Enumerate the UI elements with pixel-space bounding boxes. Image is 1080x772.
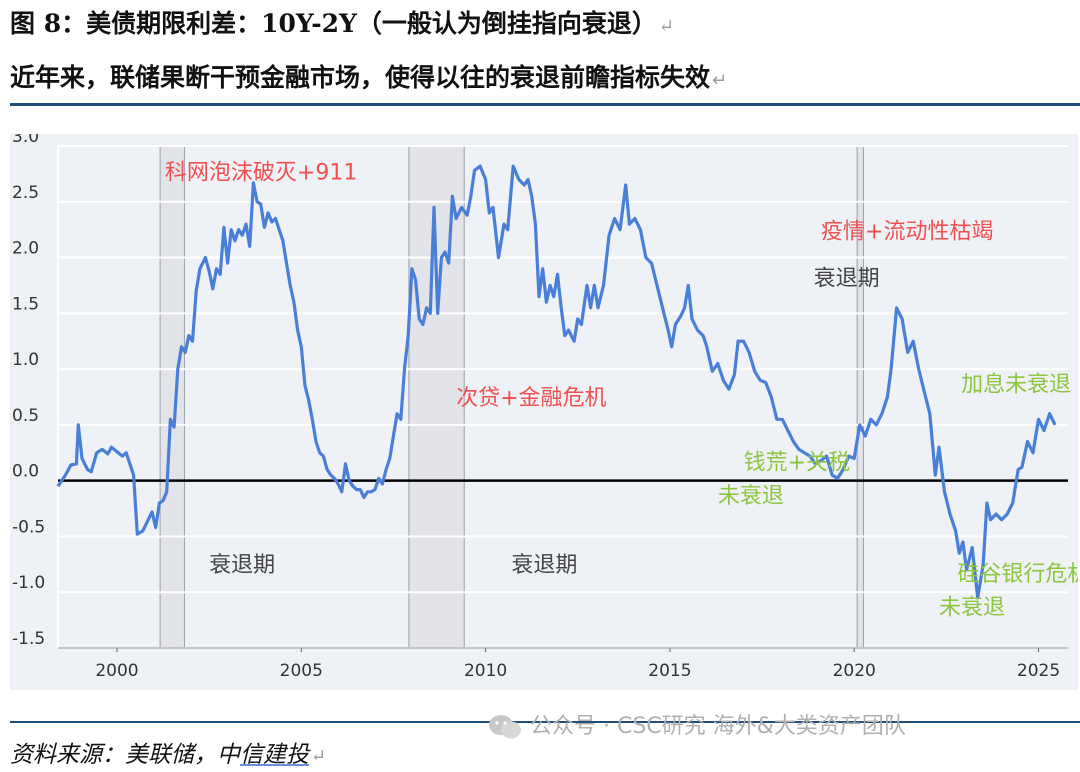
ytick-label: 0.0 [12, 462, 39, 482]
source-text: 资料来源：美联储，中信建投 [10, 742, 309, 768]
ytick-label: 3.0 [12, 134, 39, 147]
annotation-green: 未衰退 [939, 596, 1005, 621]
xtick-label: 2020 [833, 661, 876, 681]
ytick-label: 1.0 [12, 350, 39, 370]
annotation-red: 次贷+金融危机 [456, 386, 606, 411]
spread-line [56, 164, 1057, 600]
source-note: 资料来源：美联储，中信建投 ↵ [10, 742, 327, 768]
annotation-gray: 衰退期 [814, 266, 880, 291]
ytick-label: 0.5 [12, 406, 39, 426]
chart-subtitle: 近年来，联储果断干预金融市场，使得以往的衰退前瞻指标失效 ↵ [10, 63, 728, 92]
annotation-gray: 衰退期 [511, 553, 577, 578]
xtick-label: 2005 [280, 661, 323, 681]
source-text-underlined: 信建投 [240, 742, 309, 768]
annotation-green: 硅谷银行危机 [957, 562, 1078, 587]
plot-background [10, 134, 1078, 690]
annotation-green: 未衰退 [718, 484, 784, 509]
annotation-red: 科网泡沫破灭+911 [165, 160, 357, 185]
annotation-green: 钱荒+关税 [744, 451, 850, 476]
ytick-label: -1.5 [12, 629, 45, 649]
ytick-label: 2.5 [12, 183, 39, 203]
ytick-label: 2.0 [12, 239, 39, 259]
recession-band [408, 145, 465, 649]
ytick-label: -1.0 [12, 573, 45, 593]
title-rule [10, 103, 1080, 106]
watermark: 公众号 · CSC研究 海外&大类资产团队 [488, 708, 906, 740]
annotation-green: 加息未衰退 [961, 372, 1071, 397]
footer-rule [10, 721, 1080, 723]
xtick-label: 2025 [1017, 661, 1060, 681]
ytick-label: -0.5 [12, 517, 45, 537]
annotation-red: 疫情+流动性枯竭 [821, 220, 993, 245]
watermark-text: 公众号 · CSC研究 海外&大类资产团队 [530, 714, 906, 739]
annotation-gray: 衰退期 [209, 553, 275, 578]
xtick-label: 2000 [95, 661, 138, 681]
xtick-label: 2015 [648, 661, 691, 681]
wechat-icon [489, 715, 521, 739]
recession-band [159, 145, 185, 649]
yield-spread-chart: 3.0 2.5 2.0 1.5 1.0 0.5 0.0 -0.5 -1.0 -1.5 2000 20… [10, 134, 1078, 690]
xtick-label: 2010 [464, 661, 507, 681]
chart-title: 图 8：美债期限利差：10Y-2Y（一般认为倒挂指向衰退） ↵ [10, 9, 674, 38]
ytick-label: 1.5 [12, 294, 39, 314]
